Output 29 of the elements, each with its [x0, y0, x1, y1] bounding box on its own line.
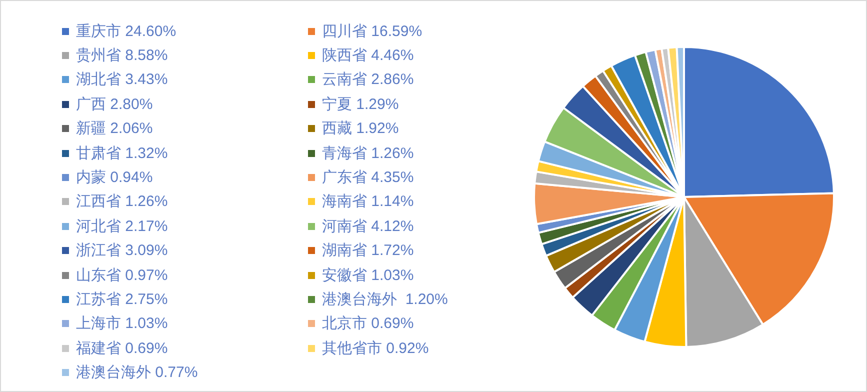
legend-label: 重庆市 24.60% [76, 22, 176, 41]
legend-label: 广东省 4.35% [322, 168, 414, 188]
legend-label: 河南省 4.12% [322, 216, 414, 236]
legend-label: 西藏 1.92% [322, 119, 399, 138]
legend-label: 四川省 16.59% [322, 22, 422, 41]
legend-label: 江苏省 2.75% [76, 290, 168, 309]
legend-label: 上海市 1.03% [76, 314, 168, 334]
legend-label: 海南省 1.14% [322, 192, 414, 212]
legend-label: 新疆 2.06% [76, 119, 153, 138]
legend-label: 宁夏 1.29% [322, 94, 399, 114]
legend-label: 其他省市 0.92% [322, 338, 429, 358]
legend-label: 福建省 0.69% [76, 338, 168, 358]
legend-label: 甘肃省 1.32% [76, 144, 168, 163]
legend-label: 青海省 1.26% [322, 144, 414, 163]
legend-label: 云南省 2.86% [322, 70, 414, 90]
legend-label: 江西省 1.26% [76, 192, 168, 212]
legend-label: 陕西省 4.46% [322, 46, 414, 66]
legend-label: 浙江省 3.09% [76, 241, 168, 260]
legend-label: 内蒙 0.94% [76, 168, 153, 188]
legend-label: 山东省 0.97% [76, 266, 168, 285]
legend-label: 河北省 2.17% [76, 216, 168, 236]
legend-label: 港澳台海外 0.77% [76, 363, 198, 382]
legend-label: 湖南省 1.72% [322, 241, 414, 260]
legend-label: 广西 2.80% [76, 94, 153, 114]
legend-label: 湖北省 3.43% [76, 70, 168, 90]
legend-label: 贵州省 8.58% [76, 46, 168, 66]
legend-label: 安徽省 1.03% [322, 266, 414, 285]
legend-label: 港澳台海外 1.20% [322, 290, 448, 309]
legend-label: 北京市 0.69% [322, 314, 414, 334]
